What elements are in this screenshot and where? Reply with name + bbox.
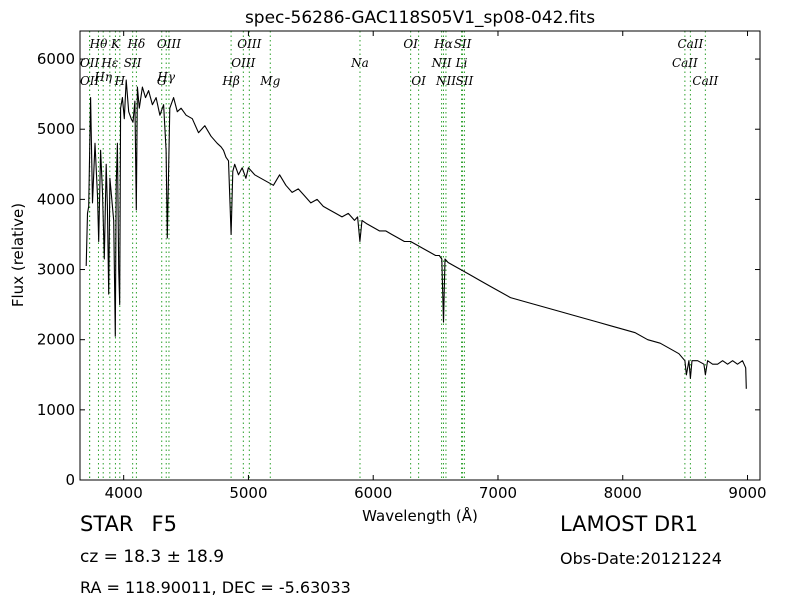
line-marker-label: H	[114, 74, 126, 88]
y-tick-label: 6000	[37, 50, 75, 68]
y-tick-label: 1000	[37, 401, 75, 419]
y-tick-label: 3000	[37, 261, 75, 279]
line-marker-label: OI	[403, 37, 418, 51]
observation-date: Obs-Date:20121224	[560, 549, 722, 568]
line-marker-label: SII	[124, 56, 142, 70]
axis-ticks: 4000 5000 6000 7000 8000 9000 0 1000 2000 3000 400…	[37, 31, 767, 502]
object-class-label: STAR	[80, 512, 134, 536]
x-tick-label: 7000	[479, 484, 517, 502]
spectrum-line	[85, 79, 747, 389]
line-marker-label: OII	[80, 74, 100, 88]
line-marker-label: OIII	[231, 56, 255, 70]
plot-frame	[79, 30, 761, 481]
line-marker-label: Hθ	[89, 37, 108, 51]
line-marker-label: Mg	[259, 74, 280, 88]
coordinates-readout: RA = 118.90011, DEC = -5.63033	[80, 578, 351, 597]
line-marker-label: OIII	[157, 37, 181, 51]
object-class: STAR F5	[80, 512, 177, 536]
object-subclass: F5	[151, 512, 177, 536]
line-marker-label: K	[110, 37, 121, 51]
line-marker-label: Hβ	[221, 74, 239, 88]
x-tick-label: 6000	[354, 484, 392, 502]
y-axis-label: Flux (relative)	[9, 203, 27, 307]
line-marker-label: Hε	[100, 56, 118, 70]
x-tick-label: 8000	[604, 484, 642, 502]
line-marker-label: OI	[411, 74, 426, 88]
survey-name: LAMOST DR1	[560, 512, 699, 536]
line-marker-label: SII	[454, 37, 472, 51]
line-marker-label: Na	[350, 56, 369, 70]
x-axis-label: Wavelength (Å)	[362, 506, 478, 525]
line-marker-label: OII	[80, 56, 100, 70]
chart-title: spec-56286-GAC118S05V1_sp08-042.fits	[245, 8, 595, 28]
line-marker-label: Hδ	[127, 37, 146, 51]
redshift-readout: cz = 18.3 ± 18.9	[80, 547, 225, 567]
line-marker-label: CaII	[672, 56, 698, 70]
line-marker-label: Hα	[433, 37, 453, 51]
line-marker-label: G	[157, 74, 167, 88]
line-marker-label: NII	[435, 74, 456, 88]
line-marker-label: SII	[456, 74, 474, 88]
x-tick-label: 4000	[105, 484, 143, 502]
line-marker-label: Hη	[93, 70, 112, 84]
x-tick-label: 9000	[728, 484, 766, 502]
y-tick-label: 0	[65, 471, 75, 489]
x-tick-label: 5000	[229, 484, 267, 502]
line-marker-label: CaII	[692, 74, 718, 88]
line-marker-label: Hγ	[156, 70, 175, 84]
y-tick-label: 4000	[37, 190, 75, 208]
line-marker-label: CaII	[677, 37, 703, 51]
y-tick-label: 5000	[37, 120, 75, 138]
line-marker-label: Li	[455, 56, 468, 70]
line-marker-label: NII	[431, 56, 452, 70]
line-marker-label: OIII	[237, 37, 261, 51]
y-tick-label: 2000	[37, 331, 75, 349]
